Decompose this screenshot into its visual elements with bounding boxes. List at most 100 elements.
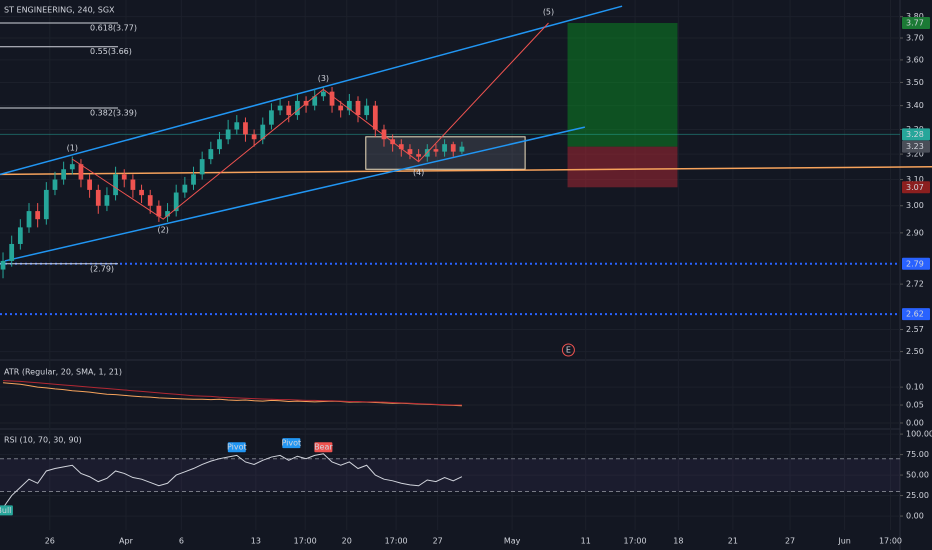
candle-body [355, 100, 361, 116]
x-tick-label: 18 [673, 537, 683, 546]
candle-body [104, 195, 110, 206]
candle-body [130, 179, 136, 190]
candle-body [156, 205, 162, 217]
price-badge [902, 257, 930, 270]
candle-body [243, 122, 248, 135]
x-tick-label: May [504, 537, 521, 546]
x-tick-label: 17:00 [624, 537, 647, 546]
y-tick-label: 3.60 [906, 55, 924, 64]
x-tick-label: Apr [119, 537, 134, 546]
candle-body [43, 189, 49, 220]
candle-body [251, 134, 257, 140]
band-fill [0, 458, 900, 492]
price-badge-label: 3.07 [906, 183, 924, 192]
fib-label: (2.79) [90, 264, 114, 273]
event-label: E [566, 346, 571, 355]
x-tick-label: 27 [433, 537, 443, 546]
indicator-line [3, 380, 462, 406]
candle-body [173, 192, 179, 212]
candle-body [217, 139, 222, 150]
candle-body [320, 91, 326, 97]
y-tick-label: 0.05 [906, 401, 924, 410]
channel-lower [4, 126, 586, 262]
x-tick-label: 27 [785, 537, 795, 546]
candle-body [364, 105, 370, 116]
candle-body [26, 211, 32, 228]
candle-body [35, 211, 41, 220]
candle-body [52, 179, 58, 190]
y-tick-label: 0.10 [906, 383, 924, 392]
fib-label: 0.55(3.66) [90, 47, 132, 56]
candle-body [338, 105, 344, 111]
position-target [567, 23, 678, 147]
fib-label: 0.382(3.39) [90, 108, 137, 117]
range-box [365, 136, 526, 170]
y-tick-label: 25.00 [906, 491, 929, 500]
candle-body [312, 96, 318, 106]
x-tick-label: 17:00 [294, 537, 317, 546]
candle-body [459, 146, 465, 152]
signal-badge [314, 442, 333, 453]
y-tick-label: 3.80 [906, 12, 924, 21]
channel-upper [0, 5, 623, 176]
price-badge-label: 2.79 [906, 259, 924, 268]
candle-body [260, 124, 266, 140]
price-badge [902, 308, 930, 321]
wave-line [72, 22, 549, 220]
x-tick-label: 13 [251, 537, 261, 546]
x-tick-label: 6 [179, 537, 184, 546]
x-tick-label: 26 [45, 537, 55, 546]
candle-body [416, 154, 421, 157]
price-badge [902, 128, 930, 141]
candle-body [69, 164, 75, 170]
price-badge-label: 3.28 [906, 130, 924, 139]
candle-body [234, 122, 240, 130]
candle-body [398, 144, 404, 150]
y-tick-label: 3.20 [906, 150, 924, 159]
candle-body [381, 129, 387, 140]
candle-body [9, 243, 15, 261]
candle-body [113, 174, 118, 196]
y-tick-label: 3.70 [906, 33, 924, 42]
candle-body [147, 195, 153, 206]
candle-body [286, 105, 292, 116]
candle-body [17, 227, 23, 244]
candle-body [182, 184, 188, 193]
candle-body [121, 174, 127, 180]
y-tick-label: 2.90 [906, 228, 924, 237]
indicator-line [2, 382, 462, 407]
price-badge [902, 17, 930, 30]
candle-body [61, 169, 67, 180]
candle-body [295, 100, 300, 116]
signal-label: Bear [314, 443, 333, 452]
candle-body [450, 144, 456, 152]
y-tick-label: 0.00 [906, 512, 924, 521]
y-tick-label: 50.00 [906, 471, 929, 480]
signal-badge [0, 505, 13, 516]
candle-body [329, 91, 335, 106]
wave-label: (2) [158, 226, 169, 235]
position-stop [567, 146, 678, 188]
candle-body [191, 174, 196, 185]
candle-body [87, 179, 92, 190]
x-tick-label: Jun [837, 537, 851, 546]
y-tick-label: 2.50 [906, 347, 924, 356]
fib-label: 0.618(3.77) [90, 24, 137, 33]
wave-label: (1) [67, 144, 78, 153]
candle-body [0, 260, 6, 270]
candle-body [139, 189, 144, 196]
price-badge [902, 181, 930, 194]
price-badge [902, 140, 930, 153]
candle-body [372, 105, 378, 130]
x-tick-label: 20 [342, 537, 352, 546]
candle-body [433, 149, 439, 152]
candle-body [225, 129, 231, 140]
wave-label: (3) [318, 74, 329, 83]
price-badge-label: 3.77 [906, 19, 924, 28]
x-tick-label: 11 [581, 537, 591, 546]
x-tick-label: 21 [728, 537, 738, 546]
y-tick-label: 3.50 [906, 78, 924, 87]
candle-body [407, 149, 413, 155]
y-tick-label: 2.72 [906, 280, 924, 289]
